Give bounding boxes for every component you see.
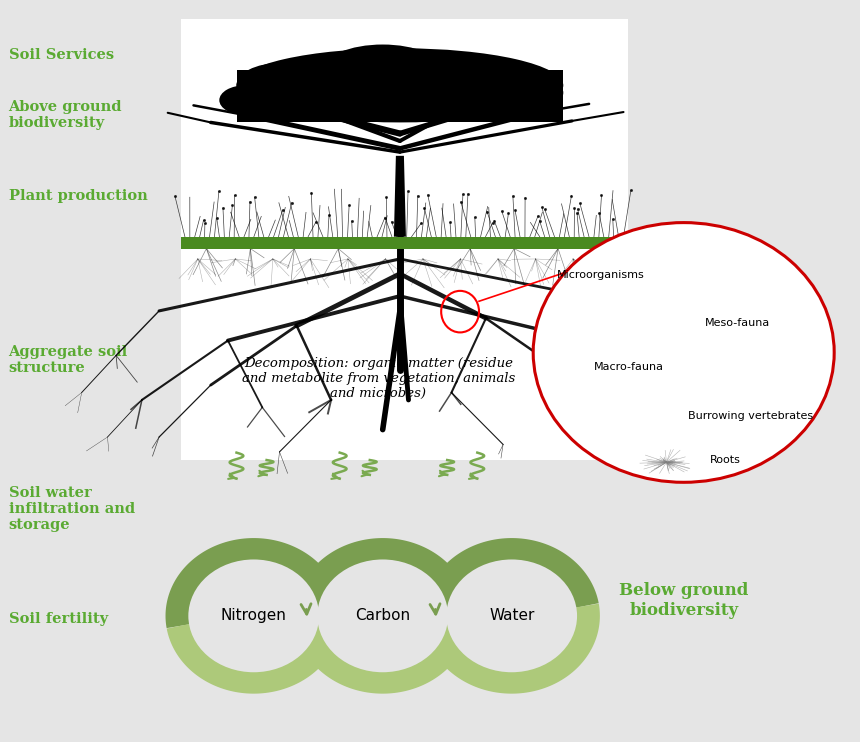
Text: Carbon: Carbon bbox=[355, 608, 410, 623]
Text: Aggregate soil
structure: Aggregate soil structure bbox=[9, 345, 128, 375]
Text: Soil Services: Soil Services bbox=[9, 48, 114, 62]
Text: Plant production: Plant production bbox=[9, 189, 147, 203]
Ellipse shape bbox=[237, 63, 322, 108]
Text: Below ground
biodiversity: Below ground biodiversity bbox=[619, 582, 748, 619]
Ellipse shape bbox=[219, 85, 271, 115]
Text: Soil water
infiltration and
storage: Soil water infiltration and storage bbox=[9, 486, 135, 533]
Text: Roots: Roots bbox=[710, 455, 740, 465]
Circle shape bbox=[188, 559, 319, 672]
Ellipse shape bbox=[512, 78, 563, 108]
Circle shape bbox=[533, 223, 834, 482]
Text: Nitrogen: Nitrogen bbox=[221, 608, 286, 623]
Text: Water: Water bbox=[489, 608, 534, 623]
Text: Decomposition: organic matter (residue
and metabolite from vegetation, animals
a: Decomposition: organic matter (residue a… bbox=[242, 357, 515, 400]
Polygon shape bbox=[394, 156, 406, 237]
Circle shape bbox=[446, 559, 577, 672]
Circle shape bbox=[317, 559, 448, 672]
Text: Meso-fauna: Meso-fauna bbox=[705, 318, 771, 328]
Text: Soil fertility: Soil fertility bbox=[9, 612, 108, 626]
Text: Above ground
biodiversity: Above ground biodiversity bbox=[9, 100, 122, 131]
Text: Microorganisms: Microorganisms bbox=[557, 269, 645, 280]
Ellipse shape bbox=[322, 45, 443, 96]
Ellipse shape bbox=[443, 63, 529, 108]
Ellipse shape bbox=[237, 48, 563, 122]
Bar bbox=[181, 237, 628, 249]
Bar bbox=[237, 70, 563, 122]
Bar bbox=[181, 19, 628, 460]
Text: Macro-fauna: Macro-fauna bbox=[593, 362, 663, 372]
Text: Burrowing vertebrates: Burrowing vertebrates bbox=[688, 410, 813, 421]
